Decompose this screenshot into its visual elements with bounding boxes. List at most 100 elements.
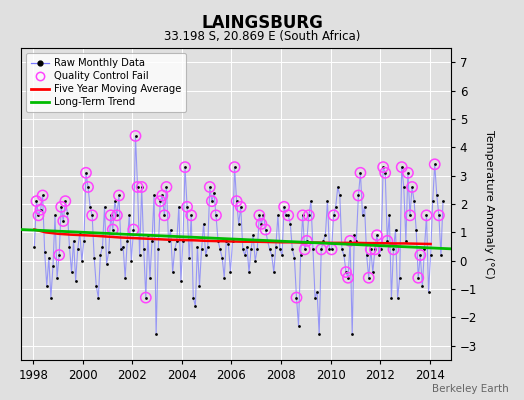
Text: Berkeley Earth: Berkeley Earth <box>432 384 508 394</box>
Point <box>106 212 115 218</box>
Point <box>257 221 266 227</box>
Point <box>38 192 47 199</box>
Point <box>132 133 140 139</box>
Point <box>276 246 284 252</box>
Point <box>231 164 239 170</box>
Point <box>104 249 113 256</box>
Point <box>68 269 76 275</box>
Point <box>280 204 288 210</box>
Point <box>410 198 418 204</box>
Point <box>99 243 107 250</box>
Point <box>222 238 231 244</box>
Point <box>245 269 253 275</box>
Point <box>201 252 210 258</box>
Point <box>212 212 220 218</box>
Point <box>102 260 111 267</box>
Point <box>148 238 156 244</box>
Point <box>255 212 264 218</box>
Point <box>352 238 361 244</box>
Point <box>342 269 350 275</box>
Point <box>334 184 342 190</box>
Point <box>63 209 72 216</box>
Point <box>32 198 41 204</box>
Point <box>309 246 317 252</box>
Point <box>113 212 121 218</box>
Point <box>356 170 365 176</box>
Point <box>212 212 220 218</box>
Point <box>431 161 439 168</box>
Point <box>121 274 129 281</box>
Point <box>307 198 315 204</box>
Point <box>375 252 383 258</box>
Point <box>156 198 165 204</box>
Point <box>141 294 150 301</box>
Point <box>431 161 439 168</box>
Point <box>141 294 150 301</box>
Point <box>261 226 270 233</box>
Point <box>433 192 441 199</box>
Point <box>346 238 354 244</box>
Point <box>183 204 191 210</box>
Point <box>301 246 309 252</box>
Point <box>90 255 99 261</box>
Point <box>330 212 338 218</box>
Point <box>315 331 323 338</box>
Point <box>264 238 272 244</box>
Point <box>422 212 431 218</box>
Point <box>381 170 389 176</box>
Point <box>132 133 140 139</box>
Point <box>365 274 373 281</box>
Point <box>387 294 396 301</box>
Point <box>127 258 136 264</box>
Point <box>30 243 39 250</box>
Point <box>101 204 109 210</box>
Point <box>137 184 146 190</box>
Point <box>251 258 259 264</box>
Point <box>134 184 142 190</box>
Point <box>290 255 299 261</box>
Point <box>408 184 416 190</box>
Text: 33.198 S, 20.869 E (South Africa): 33.198 S, 20.869 E (South Africa) <box>164 30 360 43</box>
Point <box>416 252 424 258</box>
Point <box>38 192 47 199</box>
Point <box>313 289 321 295</box>
Point <box>119 243 127 250</box>
Point <box>42 283 51 290</box>
Point <box>53 274 61 281</box>
Point <box>292 294 301 301</box>
Point <box>108 226 117 233</box>
Legend: Raw Monthly Data, Quality Control Fail, Five Year Moving Average, Long-Term Tren: Raw Monthly Data, Quality Control Fail, … <box>26 53 187 112</box>
Point <box>303 238 311 244</box>
Point <box>86 204 94 210</box>
Point <box>243 243 251 250</box>
Point <box>88 212 96 218</box>
Point <box>96 252 105 258</box>
Point <box>336 192 344 199</box>
Point <box>379 164 387 170</box>
Point <box>84 184 92 190</box>
Point <box>172 238 181 244</box>
Point <box>233 198 241 204</box>
Point <box>162 184 171 190</box>
Point <box>266 246 274 252</box>
Point <box>383 238 391 244</box>
Point <box>55 252 63 258</box>
Point <box>154 246 162 252</box>
Point <box>49 263 57 270</box>
Point <box>218 255 226 261</box>
Point <box>135 252 144 258</box>
Point <box>350 232 358 238</box>
Point <box>389 246 398 252</box>
Point <box>125 212 134 218</box>
Point <box>344 274 352 281</box>
Point <box>106 212 115 218</box>
Point <box>144 232 152 238</box>
Point <box>170 246 179 252</box>
Point <box>253 246 261 252</box>
Point <box>123 238 132 244</box>
Point <box>427 252 435 258</box>
Point <box>80 238 88 244</box>
Point <box>340 252 348 258</box>
Point <box>414 274 422 281</box>
Point <box>36 206 45 213</box>
